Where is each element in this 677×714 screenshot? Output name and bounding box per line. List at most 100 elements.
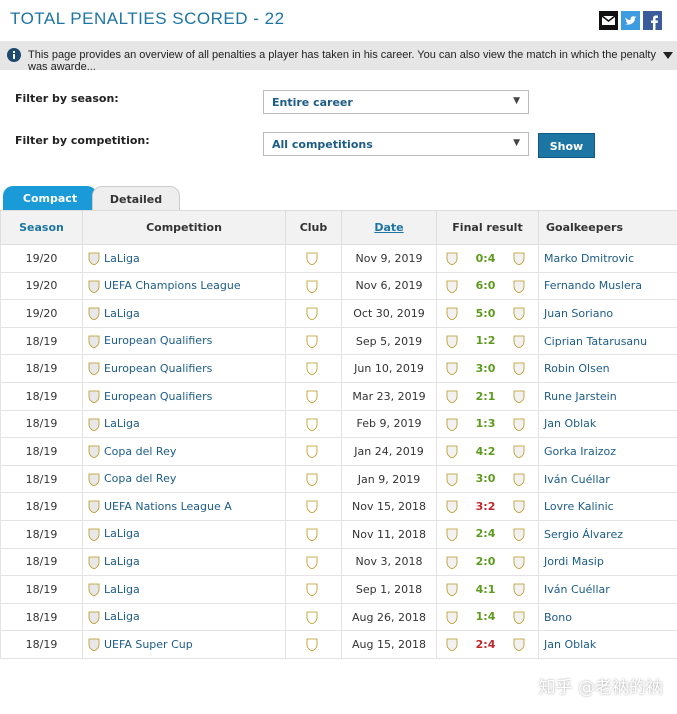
season: 18/19 xyxy=(0,519,83,549)
crest-icon xyxy=(446,335,458,348)
score[interactable]: 0:4 xyxy=(475,251,496,265)
crest-icon xyxy=(446,418,458,431)
goalkeeper-name[interactable]: Jan Oblak xyxy=(544,417,597,431)
crest-icon xyxy=(446,363,458,376)
score[interactable]: 4:2 xyxy=(475,444,496,458)
date: Oct 30, 2019 xyxy=(341,299,437,328)
show-button[interactable]: Show xyxy=(538,133,595,158)
competition-name[interactable]: European Qualifiers xyxy=(104,334,213,348)
competition-name[interactable]: UEFA Champions League xyxy=(104,279,241,293)
score[interactable]: 1:2 xyxy=(475,334,496,348)
final-result: 1:3 xyxy=(436,409,539,439)
score[interactable]: 2:4 xyxy=(475,637,496,651)
crest-icon xyxy=(513,280,525,293)
club xyxy=(285,575,342,604)
competition: Copa del Rey xyxy=(82,437,286,466)
season: 18/19 xyxy=(0,464,83,494)
goalkeeper-name[interactable]: Iván Cuéllar xyxy=(544,472,610,486)
score[interactable]: 2:4 xyxy=(475,527,496,541)
goalkeeper-name[interactable]: Jan Oblak xyxy=(544,638,597,652)
season: 18/19 xyxy=(0,354,83,383)
facebook-icon[interactable] xyxy=(643,11,662,30)
goalkeeper-name[interactable]: Lovre Kalinic xyxy=(544,500,614,514)
score[interactable]: 6:0 xyxy=(475,279,496,293)
score[interactable]: 2:1 xyxy=(475,389,496,403)
table-row: 18/19 LaLiga Sep 1, 2018 4:1 Iván Cuéllar xyxy=(0,575,677,604)
goalkeeper-name[interactable]: Sergio Álvarez xyxy=(544,527,623,541)
goalkeeper: Ciprian Tatarusanu xyxy=(538,326,677,356)
goalkeeper-name[interactable]: Robin Olsen xyxy=(544,362,610,376)
competition-name[interactable]: Copa del Rey xyxy=(104,444,177,458)
competition-select[interactable]: All competitions ▼ xyxy=(263,132,529,156)
competition-name[interactable]: European Qualifiers xyxy=(104,361,213,375)
date: Jan 9, 2019 xyxy=(341,464,437,494)
goalkeeper-name[interactable]: Juan Soriano xyxy=(544,306,614,320)
table-row: 19/20 LaLiga Nov 9, 2019 0:4 Marko Dmitrovic xyxy=(0,244,677,273)
crest-icon xyxy=(513,473,525,486)
email-icon[interactable] xyxy=(599,11,618,30)
table-row: 18/19 LaLiga Nov 3, 2018 2:0 Jordi Masip xyxy=(0,547,677,577)
tab[interactable]: Detailed xyxy=(92,186,180,211)
table-row: 18/19 Copa del Rey Jan 24, 2019 4:2 Gorka Ir… xyxy=(0,437,677,466)
goalkeeper: Juan Soriano xyxy=(538,299,677,328)
competition-name[interactable]: UEFA Super Cup xyxy=(104,637,193,651)
competition-name[interactable]: LaLiga xyxy=(104,555,140,569)
final-result: 3:2 xyxy=(436,492,539,521)
column-header: Competition xyxy=(82,210,286,245)
competition-name[interactable]: Copa del Rey xyxy=(104,472,177,486)
date: Sep 5, 2019 xyxy=(341,326,437,356)
score[interactable]: 1:3 xyxy=(475,417,496,431)
date: Jan 24, 2019 xyxy=(341,437,437,466)
final-result: 1:2 xyxy=(436,326,539,356)
goalkeeper-name[interactable]: Rune Jarstein xyxy=(544,389,617,403)
crest-icon xyxy=(88,611,100,624)
competition: LaLiga xyxy=(82,409,286,439)
column-header[interactable]: Season xyxy=(0,210,83,245)
column-header[interactable]: Date xyxy=(341,210,437,245)
competition-name[interactable]: European Qualifiers xyxy=(104,389,213,403)
crest-icon xyxy=(446,280,458,293)
goalkeeper-name[interactable]: Iván Cuéllar xyxy=(544,582,610,596)
score[interactable]: 3:2 xyxy=(475,499,496,513)
twitter-icon[interactable] xyxy=(621,11,640,30)
crest-icon xyxy=(513,418,525,431)
date: Nov 3, 2018 xyxy=(341,547,437,577)
competition-name[interactable]: UEFA Nations League A xyxy=(104,499,232,513)
competition-name[interactable]: LaLiga xyxy=(104,306,140,320)
final-result: 2:4 xyxy=(436,519,539,549)
select-value: All competitions xyxy=(272,138,373,151)
club xyxy=(285,547,342,577)
goalkeeper-name[interactable]: Marko Dmitrovic xyxy=(544,251,635,265)
competition-name[interactable]: LaLiga xyxy=(104,610,140,624)
score[interactable]: 4:1 xyxy=(475,582,496,596)
column-header: Club xyxy=(285,210,342,245)
season: 19/20 xyxy=(0,299,83,328)
goalkeeper-name[interactable]: Bono xyxy=(544,610,572,624)
crest-icon xyxy=(446,500,458,514)
crest-icon xyxy=(306,611,317,624)
crest-icon xyxy=(88,280,100,293)
score[interactable]: 1:4 xyxy=(475,610,496,624)
competition-name[interactable]: LaLiga xyxy=(104,251,140,265)
table-row: 19/20 LaLiga Oct 30, 2019 5:0 Juan Soriano xyxy=(0,299,677,328)
goalkeeper: Gorka Iraizoz xyxy=(538,437,677,466)
goalkeeper-name[interactable]: Ciprian Tatarusanu xyxy=(544,334,648,348)
score[interactable]: 5:0 xyxy=(475,306,496,320)
score[interactable]: 3:0 xyxy=(475,361,496,375)
score[interactable]: 3:0 xyxy=(475,472,496,486)
score[interactable]: 2:0 xyxy=(475,555,496,569)
penalties-table: Season Competition Club Date Final result Goa… xyxy=(0,210,677,659)
goalkeeper-name[interactable]: Jordi Masip xyxy=(544,555,604,569)
expand-arrow[interactable] xyxy=(663,52,673,59)
tab-active[interactable]: Compact xyxy=(3,186,97,211)
competition-name[interactable]: LaLiga xyxy=(104,582,140,596)
goalkeeper-name[interactable]: Gorka Iraizoz xyxy=(544,444,617,458)
goalkeeper-name[interactable]: Fernando Muslera xyxy=(544,279,642,293)
goalkeeper: Bono xyxy=(538,602,677,632)
competition: LaLiga xyxy=(82,299,286,328)
competition-name[interactable]: LaLiga xyxy=(104,417,140,431)
club xyxy=(285,354,342,383)
season-select[interactable]: Entire career ▼ xyxy=(263,90,529,114)
competition-name[interactable]: LaLiga xyxy=(104,527,140,541)
goalkeeper: Lovre Kalinic xyxy=(538,492,677,521)
